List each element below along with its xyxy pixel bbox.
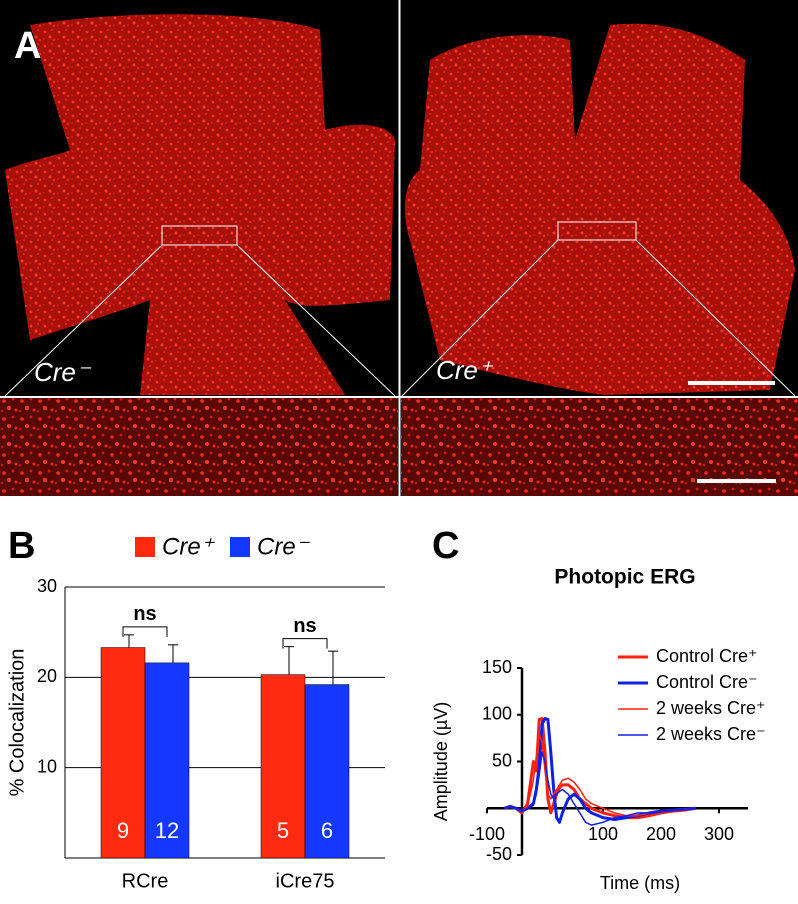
zoom-image bbox=[0, 398, 398, 496]
retina-right bbox=[404, 23, 795, 395]
annotation: ns bbox=[293, 615, 316, 637]
zoom-line bbox=[236, 244, 396, 397]
legend-swatch bbox=[135, 537, 155, 557]
panel-a: A Cre⁻ Cre⁺ bbox=[0, 0, 798, 496]
x-tick-label: -100 bbox=[469, 824, 505, 844]
zoom-line bbox=[401, 239, 559, 397]
y-tick-label: 50 bbox=[492, 750, 512, 770]
image-label: Cre⁺ bbox=[436, 355, 494, 385]
count-label: 5 bbox=[277, 818, 289, 843]
zoom-line bbox=[635, 239, 796, 397]
line-series bbox=[504, 732, 696, 817]
ns-bracket bbox=[282, 638, 328, 649]
bar bbox=[304, 684, 350, 859]
count-label: 12 bbox=[155, 818, 179, 843]
retina-left bbox=[5, 14, 395, 396]
y-tick-label: 150 bbox=[482, 657, 512, 677]
zoom-line bbox=[4, 244, 163, 397]
bar bbox=[144, 662, 190, 859]
y-tick-label: 30 bbox=[37, 576, 57, 596]
x-axis-label: Time (ms) bbox=[600, 873, 680, 893]
y-tick-label: 100 bbox=[482, 704, 512, 724]
panel-label: B bbox=[8, 525, 35, 567]
x-tick-label: iCre75 bbox=[276, 870, 335, 892]
panel-label: C bbox=[432, 525, 459, 567]
panel-label: A bbox=[14, 25, 41, 67]
bar bbox=[260, 674, 306, 859]
legend-label: Control Cre⁺ bbox=[656, 646, 758, 666]
line-series bbox=[503, 717, 697, 820]
zoom-box bbox=[557, 221, 637, 241]
legend-label: Cre⁺ bbox=[162, 533, 216, 560]
count-label: 9 bbox=[117, 818, 129, 843]
image-label: Cre⁻ bbox=[34, 357, 92, 387]
x-tick-label: RCre bbox=[122, 870, 169, 892]
y-axis-label: Amplitude (µV) bbox=[431, 702, 451, 821]
legend-label: 2 weeks Cre⁻ bbox=[656, 724, 766, 744]
legend-swatch bbox=[230, 537, 250, 557]
legend-label: Control Cre⁻ bbox=[656, 672, 758, 692]
x-tick-label: 200 bbox=[646, 824, 676, 844]
line-series bbox=[504, 751, 696, 826]
ns-bracket bbox=[122, 626, 168, 637]
x-tick-label: 300 bbox=[704, 824, 734, 844]
legend-label: Cre⁻ bbox=[257, 533, 311, 560]
y-axis-label: % Colocalization bbox=[6, 649, 28, 797]
zoom-box bbox=[161, 225, 238, 246]
legend-label: 2 weeks Cre⁺ bbox=[656, 698, 766, 718]
x-tick-label: 100 bbox=[588, 824, 618, 844]
y-tick-label: 20 bbox=[37, 666, 57, 686]
y-tick-label: 10 bbox=[37, 756, 57, 776]
annotation: ns bbox=[133, 603, 156, 625]
count-label: 6 bbox=[321, 818, 333, 843]
y-tick-label: -50 bbox=[486, 844, 512, 864]
chart-title: Photopic ERG bbox=[554, 566, 695, 589]
